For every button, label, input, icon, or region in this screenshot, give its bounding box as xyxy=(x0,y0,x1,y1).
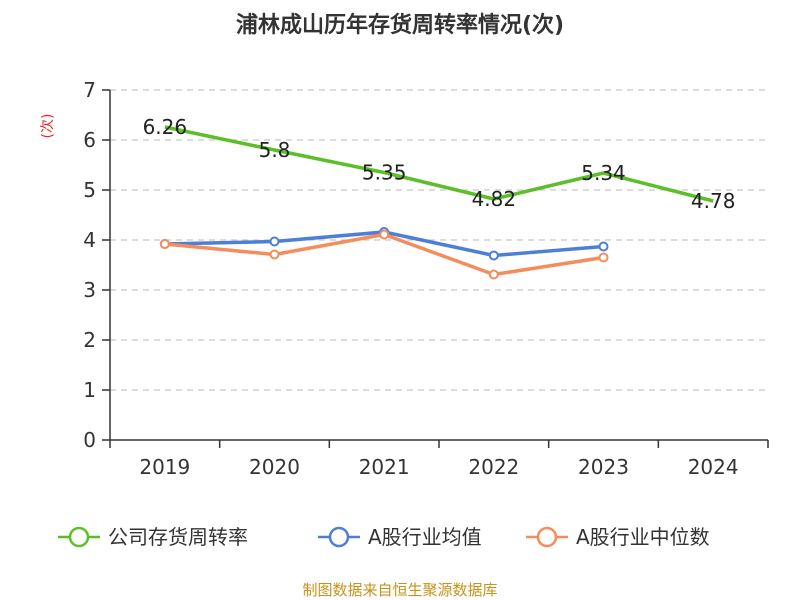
series-point xyxy=(488,269,499,280)
series-point xyxy=(598,252,609,263)
series-point xyxy=(379,229,390,240)
x-tick-label: 2024 xyxy=(688,455,739,479)
legend: 公司存货周转率 A股行业均值 A股行业中位数 xyxy=(58,525,710,549)
y-tick-label: 0 xyxy=(83,428,96,452)
chart-title: 浦林成山历年存货周转率情况(次) xyxy=(236,12,564,38)
series-line xyxy=(164,232,604,277)
y-tick-label: 1 xyxy=(83,378,96,402)
series-point xyxy=(269,249,280,260)
y-tick-label: 7 xyxy=(83,78,96,102)
series-line xyxy=(164,125,714,203)
legend-marker-icon xyxy=(328,526,350,548)
data-label: 4.78 xyxy=(691,189,736,213)
y-axis-label: (次) xyxy=(40,114,56,139)
x-tick-label: 2022 xyxy=(468,455,519,479)
y-tick-label: 6 xyxy=(83,128,96,152)
data-label: 5.8 xyxy=(259,138,291,162)
data-labels: 6.26 5.8 5.35 4.82 5.34 4.78 xyxy=(143,115,736,213)
data-label: 4.82 xyxy=(472,187,517,211)
series-point xyxy=(488,250,499,261)
data-label: 5.35 xyxy=(362,161,407,185)
data-label: 6.26 xyxy=(143,115,188,139)
series-point xyxy=(159,239,170,249)
y-tick-label: 3 xyxy=(83,278,96,302)
legend-marker-icon xyxy=(536,526,558,548)
tick-labels: 0 1 2 3 4 5 6 7 2019 2020 2021 2022 2023 2024 xyxy=(83,78,738,479)
x-tick-label: 2021 xyxy=(359,455,410,479)
legend-label: A股行业中位数 xyxy=(576,525,710,549)
axes xyxy=(102,89,769,448)
legend-label: A股行业均值 xyxy=(368,525,482,549)
series-point xyxy=(598,241,609,252)
y-tick-label: 2 xyxy=(83,328,96,352)
source-note: 制图数据来自恒生聚源数据库 xyxy=(302,581,497,599)
x-tick-label: 2019 xyxy=(139,455,190,479)
series-point xyxy=(269,236,280,247)
y-tick-label: 5 xyxy=(83,178,96,202)
series-lines xyxy=(159,125,714,280)
x-tick-label: 2020 xyxy=(249,455,300,479)
legend-label: 公司存货周转率 xyxy=(108,525,248,549)
data-label: 5.34 xyxy=(581,161,626,185)
y-tick-label: 4 xyxy=(83,228,96,252)
legend-marker-icon xyxy=(68,526,90,548)
x-tick-label: 2023 xyxy=(578,455,629,479)
